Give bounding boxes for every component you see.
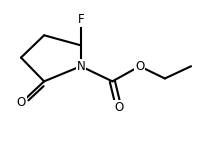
Text: N: N	[76, 60, 85, 73]
Text: O: O	[135, 60, 144, 73]
Text: F: F	[77, 13, 84, 26]
Text: O: O	[114, 101, 123, 114]
Text: O: O	[16, 96, 26, 109]
